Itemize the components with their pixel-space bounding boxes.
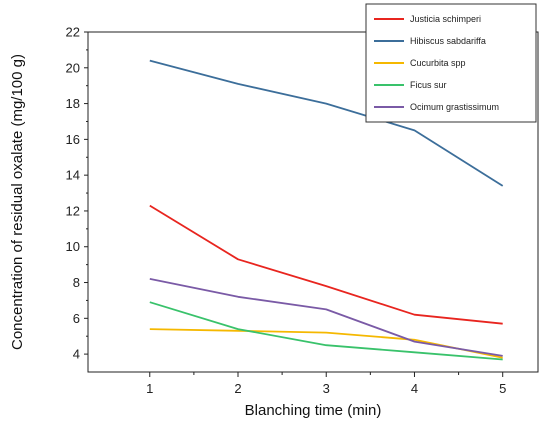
x-axis: 1 2 3 4 5: [146, 372, 506, 396]
y-tick-label: 4: [73, 347, 80, 362]
y-tick-label: 10: [66, 239, 80, 254]
x-tick-label: 5: [499, 381, 506, 396]
plot-border: [87, 31, 539, 373]
x-axis-title: Blanching time (min): [245, 402, 382, 419]
y-axis: 4 6 8 10 12 14 16 18 20 22: [66, 25, 88, 362]
y-tick-label: 12: [66, 203, 80, 218]
legend: Justicia schimperi Hibiscus sabdariffa Cuc…: [365, 3, 537, 123]
series-line-hibiscus-sabdariffa: [149, 59, 504, 187]
series-line-cucurbita-spp: [149, 328, 503, 359]
y-tick-label: 6: [73, 311, 80, 326]
series-line-justicia-schimperi: [149, 204, 503, 325]
x-tick-label: 1: [146, 381, 153, 396]
x-tick-label: 2: [234, 381, 241, 396]
legend-label: Ocimum grastissimum: [410, 102, 499, 112]
x-tick-label: 4: [411, 381, 418, 396]
legend-label: Justicia schimperi: [410, 14, 481, 24]
y-tick-label: 22: [66, 25, 80, 40]
y-tick-label: 8: [73, 275, 80, 290]
y-tick-label: 18: [66, 96, 80, 111]
x-tick-label: 3: [323, 381, 330, 396]
y-tick-label: 14: [66, 168, 80, 183]
y-tick-label: 20: [66, 60, 80, 75]
series-line-ficus-sur: [149, 301, 503, 361]
legend-label: Hibiscus sabdariffa: [410, 36, 486, 46]
series-line-ocimum-grastissimum: [149, 278, 503, 357]
y-axis-title: Concentration of residual oxalate (mg/10…: [9, 54, 26, 350]
legend-label: Ficus sur: [410, 80, 447, 90]
legend-label: Cucurbita spp: [410, 58, 466, 68]
y-tick-label: 16: [66, 132, 80, 147]
plot-area: [87, 31, 539, 373]
series-layer: [149, 59, 504, 361]
